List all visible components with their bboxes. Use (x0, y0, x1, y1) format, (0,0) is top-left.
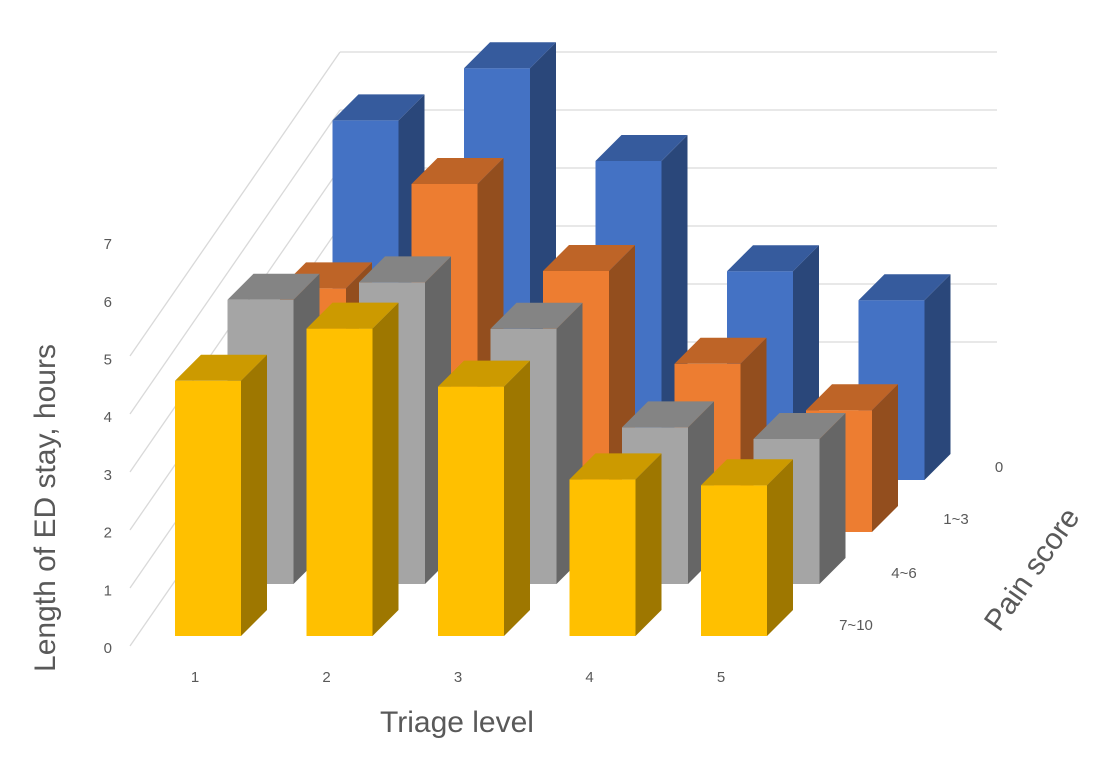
x-axis-title: Triage level (380, 706, 534, 739)
y-axis-title: Length of ED stay, hours (29, 344, 62, 672)
bar-front (438, 386, 504, 636)
bar-top (858, 274, 951, 301)
bar-side (372, 302, 399, 636)
y-tick-label: 4 (104, 409, 112, 426)
series-label: 1~3 (943, 511, 968, 528)
y-tick-label: 2 (104, 525, 112, 542)
series-label: 4~6 (891, 565, 916, 582)
bar (569, 453, 662, 636)
bar (306, 302, 399, 636)
bar-side (635, 453, 662, 636)
bar-top (227, 273, 320, 300)
x-tick-label: 1 (191, 669, 199, 686)
bar (701, 459, 793, 636)
series-label: 7~10 (839, 617, 873, 634)
bar-side (767, 459, 793, 636)
bar-top (490, 302, 583, 329)
y-tick-label: 1 (104, 582, 112, 599)
bar (175, 354, 267, 636)
bar-side (504, 360, 530, 636)
bar-front (306, 328, 373, 636)
bar-side (872, 384, 898, 532)
z-axis-title: Pain score (978, 502, 1086, 637)
bar-top (543, 245, 635, 271)
bar-side (924, 274, 951, 480)
bar-top (438, 360, 530, 387)
bar-front (701, 485, 767, 636)
bar-top (727, 245, 819, 272)
bar-top (569, 453, 662, 480)
bar-top (359, 256, 451, 283)
gridline (129, 51, 341, 357)
bar-side (241, 354, 267, 636)
series-label: 0 (995, 459, 1003, 476)
bar-layer (175, 42, 951, 636)
bar-top (306, 302, 399, 329)
bar-side (819, 413, 846, 584)
y-tick-label: 6 (104, 294, 112, 311)
bar-top (464, 42, 556, 69)
y-tick-label: 5 (104, 352, 112, 369)
x-tick-label: 2 (322, 669, 330, 686)
bar-top (753, 413, 846, 439)
x-tick-label: 4 (585, 669, 593, 686)
x-tick-label: 5 (717, 669, 725, 686)
bar-top (622, 401, 714, 428)
x-tick-label: 3 (454, 669, 462, 686)
bar-top (674, 337, 767, 364)
bar-front (175, 380, 241, 636)
gridline (129, 109, 341, 415)
bar-front (569, 479, 636, 636)
bar-top (806, 384, 898, 411)
bar-top (701, 459, 793, 486)
y-tick-label: 7 (104, 236, 112, 253)
bar-top (175, 354, 267, 381)
bar-top (595, 135, 688, 161)
y-tick-label: 0 (104, 640, 112, 657)
y-tick-label: 3 (104, 467, 112, 484)
bar-top (411, 158, 504, 184)
bar-top (332, 94, 425, 121)
bar (438, 360, 530, 636)
